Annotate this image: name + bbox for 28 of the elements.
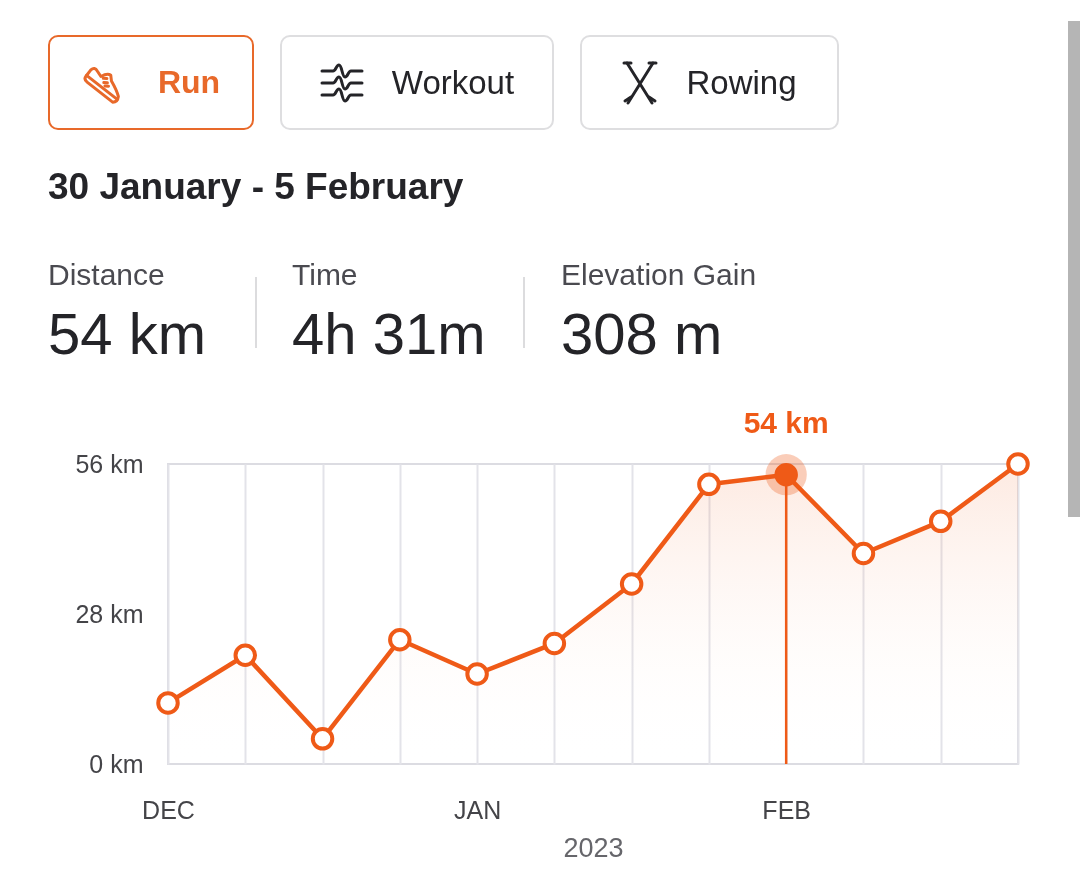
y-tick-label: 56 km <box>75 449 144 478</box>
x-tick-label: JAN <box>453 795 502 824</box>
point <box>388 627 412 652</box>
tab-button[interactable]: Rowing <box>580 35 839 130</box>
data-label: 54 km <box>743 405 829 439</box>
tab-button[interactable]: Workout <box>280 35 554 130</box>
point <box>542 631 567 656</box>
point <box>233 643 258 667</box>
point <box>697 472 721 497</box>
x-tick-label: DEC <box>142 795 195 824</box>
point <box>310 727 335 751</box>
point <box>619 572 644 596</box>
text: 308 m <box>561 300 724 368</box>
point <box>156 691 180 715</box>
point <box>465 662 489 686</box>
point <box>1006 452 1030 476</box>
point <box>928 509 953 534</box>
text: Time <box>292 257 359 293</box>
chart-title: 30 January - 5 February <box>48 165 464 209</box>
y-tick-label: 28 km <box>75 599 144 628</box>
point <box>851 541 876 566</box>
text: 54 km <box>48 300 206 368</box>
text: 4h 31m <box>292 300 486 368</box>
y-tick-label: 0 km <box>89 749 144 778</box>
x-tick-label: FEB <box>762 795 811 824</box>
x-axis-title: 2023 <box>563 832 624 863</box>
text: Elevation Gain <box>561 257 757 293</box>
text: Distance <box>48 257 166 293</box>
